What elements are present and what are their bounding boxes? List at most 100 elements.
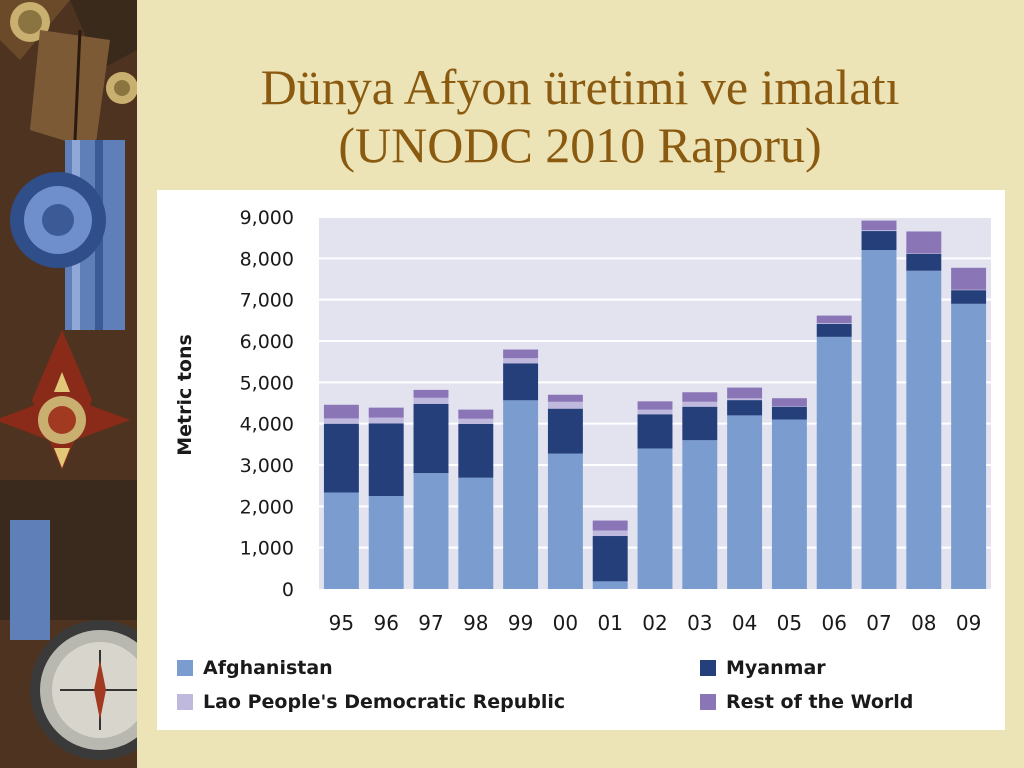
bar-segment-rest-of-the-world — [771, 398, 807, 407]
y-tick-label: 7,000 — [240, 290, 294, 312]
bar-segment-rest-of-the-world — [727, 387, 763, 399]
legend-label-myanmar: Myanmar — [726, 657, 826, 679]
bar-segment-afghanistan — [458, 477, 494, 589]
legend-item-myanmar: Myanmar — [700, 657, 826, 679]
legend-swatch-rest-of-world — [700, 694, 716, 710]
bar-segment-lao-people-s-democratic-republic — [458, 418, 494, 424]
bar-segment-myanmar — [637, 414, 673, 449]
y-tick-label: 1,000 — [240, 538, 294, 560]
x-tick-labels: 95 96 97 98 99 00 01 02 03 04 05 06 07 08 09 — [329, 611, 982, 635]
decorative-side-image — [0, 0, 137, 768]
bar-segment-rest-of-the-world — [861, 220, 897, 231]
bar-segment-lao-people-s-democratic-republic — [861, 230, 897, 232]
y-axis-label: Metric tons — [174, 334, 196, 456]
bar-segment-rest-of-the-world — [368, 407, 404, 418]
bar-segment-lao-people-s-democratic-republic — [547, 401, 583, 409]
bar-segment-myanmar — [727, 400, 763, 416]
x-tick-label: 99 — [508, 611, 533, 635]
bar-segment-rest-of-the-world — [503, 349, 539, 359]
slide-title: Dünya Afyon üretimi ve imalatı (UNODC 20… — [150, 58, 1010, 174]
bar-segment-lao-people-s-democratic-republic — [592, 530, 628, 537]
bar-segment-myanmar — [503, 363, 539, 401]
bar-segment-afghanistan — [547, 453, 583, 589]
x-tick-label: 00 — [553, 611, 578, 635]
bar-segment-myanmar — [323, 423, 359, 493]
bar-segment-rest-of-the-world — [951, 267, 987, 290]
bar-segment-myanmar — [368, 423, 404, 497]
bar-segment-afghanistan — [368, 496, 404, 589]
x-tick-label: 03 — [687, 611, 712, 635]
bar-segment-rest-of-the-world — [816, 315, 852, 324]
bar-segment-rest-of-the-world — [323, 404, 359, 419]
bar-segment-rest-of-the-world — [547, 394, 583, 402]
bar-segment-myanmar — [861, 231, 897, 251]
bar-segment-afghanistan — [771, 419, 807, 589]
bar-segment-myanmar — [413, 403, 449, 474]
x-tick-label: 97 — [418, 611, 443, 635]
legend-item-afghanistan: Afghanistan — [177, 657, 333, 679]
bar-segment-afghanistan — [682, 440, 718, 589]
x-tick-label: 09 — [956, 611, 981, 635]
bar-segment-afghanistan — [816, 336, 852, 589]
bar-segment-myanmar — [906, 253, 942, 271]
bar-segment-rest-of-the-world — [637, 401, 673, 410]
bar-segment-lao-people-s-democratic-republic — [816, 323, 852, 324]
bar-segment-lao-people-s-democratic-republic — [368, 417, 404, 424]
bar-segment-lao-people-s-democratic-republic — [771, 406, 807, 407]
chart-legend: Afghanistan Myanmar Lao People's Democra… — [157, 650, 1005, 730]
y-tick-label: 8,000 — [240, 248, 294, 270]
bar-segment-lao-people-s-democratic-republic — [503, 358, 539, 364]
bar-segment-rest-of-the-world — [413, 389, 449, 398]
x-tick-label: 08 — [911, 611, 936, 635]
x-tick-label: 06 — [821, 611, 846, 635]
x-tick-label: 04 — [732, 611, 757, 635]
x-tick-label: 07 — [866, 611, 891, 635]
legend-item-lao: Lao People's Democratic Republic — [177, 691, 565, 713]
legend-label-afghanistan: Afghanistan — [203, 657, 333, 679]
bar-segment-afghanistan — [861, 250, 897, 590]
x-tick-label: 98 — [463, 611, 488, 635]
x-tick-label: 05 — [777, 611, 802, 635]
bar-segment-rest-of-the-world — [682, 392, 718, 402]
bar-segment-lao-people-s-democratic-republic — [727, 398, 763, 401]
bar-segment-afghanistan — [592, 581, 628, 589]
y-tick-label: 4,000 — [240, 414, 294, 436]
bar-segment-rest-of-the-world — [592, 520, 628, 531]
bar-segment-lao-people-s-democratic-republic — [637, 409, 673, 415]
y-tick-label: 2,000 — [240, 496, 294, 518]
y-tick-label: 5,000 — [240, 372, 294, 394]
legend-swatch-myanmar — [700, 660, 716, 676]
y-tick-labels: 0 1,000 2,000 3,000 4,000 5,000 6,000 7,000 8,00… — [240, 207, 294, 601]
bar-segment-myanmar — [816, 323, 852, 337]
bar-segment-afghanistan — [413, 473, 449, 589]
bar-segment-lao-people-s-democratic-republic — [413, 397, 449, 404]
legend-label-lao: Lao People's Democratic Republic — [203, 691, 566, 713]
bar-segment-myanmar — [951, 290, 987, 304]
bar-segment-lao-people-s-democratic-republic — [323, 418, 359, 424]
legend-label-rest-of-world: Rest of the World — [726, 691, 914, 713]
x-tick-label: 01 — [597, 611, 622, 635]
legend-swatch-afghanistan — [177, 660, 193, 676]
bar-segment-myanmar — [547, 408, 583, 454]
legend-item-rest-of-world: Rest of the World — [700, 691, 913, 713]
bar-segment-myanmar — [458, 423, 494, 478]
bar-segment-myanmar — [771, 406, 807, 420]
bar-segment-afghanistan — [906, 270, 942, 589]
y-tick-label: 9,000 — [240, 207, 294, 229]
bar-segment-lao-people-s-democratic-republic — [682, 401, 718, 407]
bar-segment-myanmar — [682, 406, 718, 441]
bar-segment-afghanistan — [503, 400, 539, 589]
bar-segment-rest-of-the-world — [458, 409, 494, 419]
bar-segment-myanmar — [592, 536, 628, 582]
x-tick-label: 96 — [373, 611, 398, 635]
bar-segment-rest-of-the-world — [906, 231, 942, 254]
stacked-bar-chart: 0 1,000 2,000 3,000 4,000 5,000 6,000 7,000 8,00… — [174, 207, 991, 635]
chart-panel: 0 1,000 2,000 3,000 4,000 5,000 6,000 7,000 8,00… — [157, 190, 1005, 730]
slide-title-line-2: (UNODC 2010 Raporu) — [338, 117, 822, 173]
slide-title-line-1: Dünya Afyon üretimi ve imalatı — [260, 59, 900, 115]
x-tick-label: 95 — [329, 611, 354, 635]
y-tick-label: 6,000 — [240, 331, 294, 353]
bar-segment-afghanistan — [727, 415, 763, 589]
y-tick-label: 0 — [282, 579, 294, 601]
y-tick-label: 3,000 — [240, 455, 294, 477]
